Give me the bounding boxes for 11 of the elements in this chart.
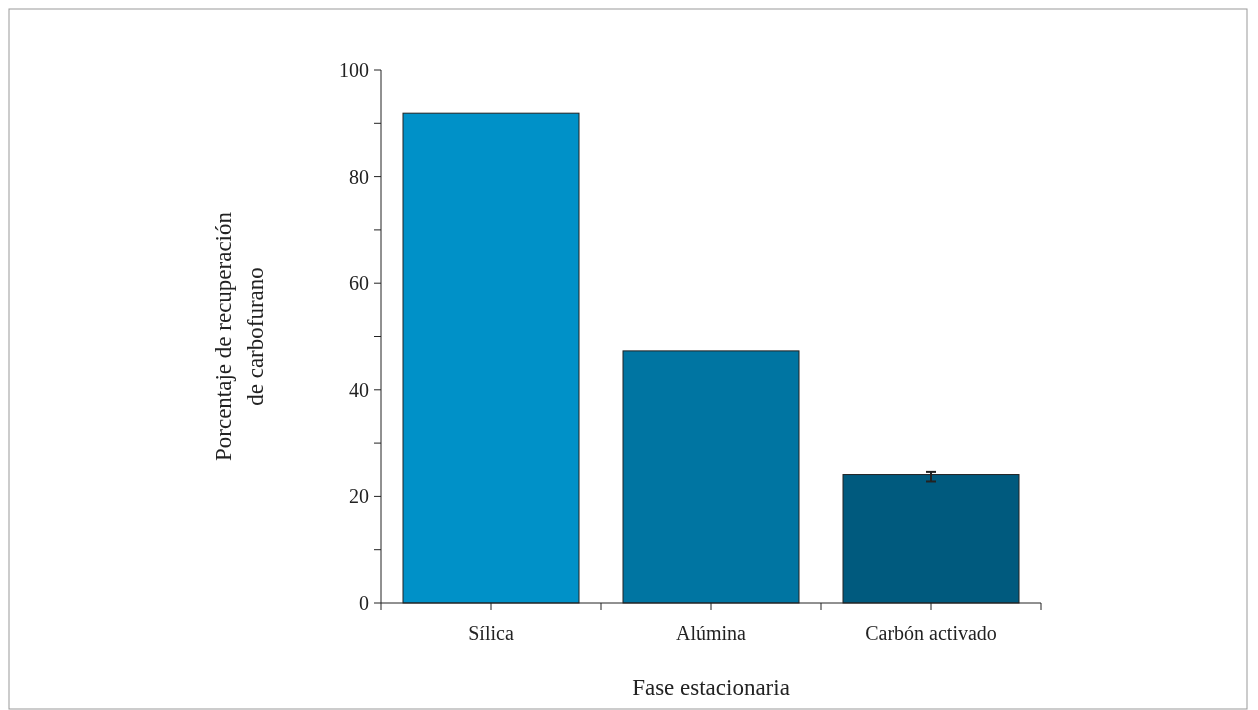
y-tick-label: 20 — [349, 485, 369, 508]
y-tick-label: 80 — [349, 165, 369, 188]
x-tick-label: Alúmina — [676, 622, 747, 644]
y-axis-title: Porcentaje de recuperación de carbofurano — [211, 211, 268, 462]
y-tick-label: 60 — [349, 272, 369, 295]
y-tick-label: 40 — [349, 378, 369, 401]
y-tick-label: 0 — [359, 592, 369, 614]
x-tick-label: Sílica — [468, 622, 514, 644]
x-tick-label: Carbón activado — [865, 622, 997, 644]
x-axis-title: Fase estacionaria — [632, 675, 790, 700]
y-tick-label: 100 — [339, 59, 369, 81]
